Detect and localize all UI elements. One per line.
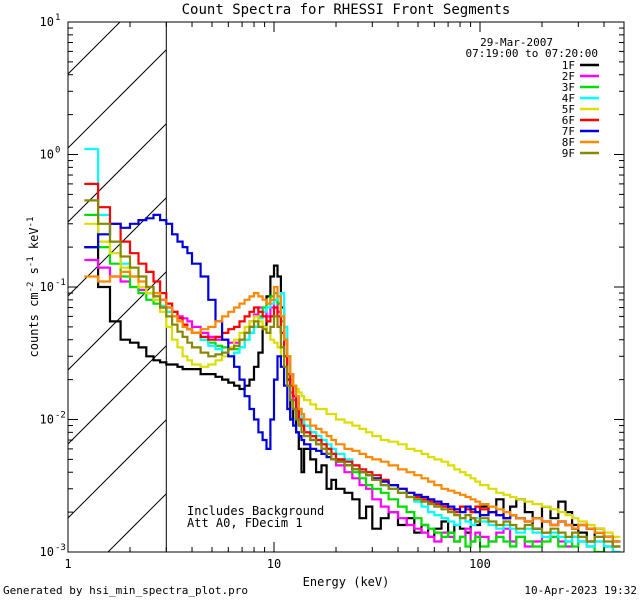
series-line-8F (84, 270, 621, 543)
spectra-series-group (84, 147, 621, 552)
y-tick-label: 10 (40, 545, 54, 559)
series-line-5F (84, 222, 621, 538)
attenuator-note: Att A0, FDecim 1 (187, 516, 303, 530)
y-tick-label: 10 (40, 280, 54, 294)
y-tick-label: 10 (40, 148, 54, 162)
y-tick-exponent: -2 (55, 411, 66, 421)
y-label-exp-energy: -1 (26, 217, 36, 228)
series-line-9F (84, 199, 621, 548)
y-label-exp-time: -1 (26, 256, 36, 267)
series-line-1F (84, 246, 621, 548)
y-tick-label: 10 (40, 413, 54, 427)
legend-label-2F: 2F (562, 70, 575, 83)
date-label: 29-Mar-2007 (480, 36, 553, 49)
y-label-base: counts cm (27, 292, 41, 357)
hatch-line (68, 49, 167, 149)
x-tick-label: 100 (469, 557, 491, 571)
y-axis-label: counts cm-2 s-1 keV-1 (26, 217, 41, 358)
y-tick-exponent: 1 (55, 13, 60, 23)
hatch-line (68, 419, 167, 519)
legend-label-5F: 5F (562, 103, 575, 116)
footer-generated-by: Generated by hsi_min_spectra_plot.pro (3, 584, 248, 597)
footer-timestamp: 10-Apr-2023 19:32 (524, 584, 637, 597)
chart-title: Count Spectra for RHESSI Front Segments (182, 2, 511, 18)
legend-label-3F: 3F (562, 81, 575, 94)
x-axis-label: Energy (keV) (303, 575, 390, 589)
y-label-energy: keV (27, 227, 41, 256)
y-tick-exponent: -3 (55, 543, 66, 553)
legend-label-6F: 6F (562, 114, 575, 127)
background-note: Includes Background (187, 504, 324, 518)
y-label-exp-area: -2 (26, 282, 36, 293)
hatch-line (68, 22, 121, 75)
hatch-line (68, 123, 167, 223)
hatch-line (107, 493, 167, 552)
y-label-time: s (27, 267, 41, 281)
series-line-7F (84, 213, 621, 543)
time-range-label: 07:19:00 to 07:20:00 (466, 47, 598, 60)
legend-label-4F: 4F (562, 92, 575, 105)
hatch-line (68, 345, 167, 445)
legend-label-1F: 1F (562, 59, 575, 72)
legend-label-7F: 7F (562, 125, 575, 138)
y-tick-exponent: 0 (55, 146, 60, 156)
legend-label-8F: 8F (562, 136, 575, 149)
hatch-line (68, 197, 167, 297)
y-tick-label: 10 (40, 15, 54, 29)
y-tick-exponent: -1 (55, 278, 66, 288)
x-tick-label: 10 (267, 557, 281, 571)
x-tick-label: 1 (64, 557, 71, 571)
legend-label-9F: 9F (562, 147, 575, 160)
